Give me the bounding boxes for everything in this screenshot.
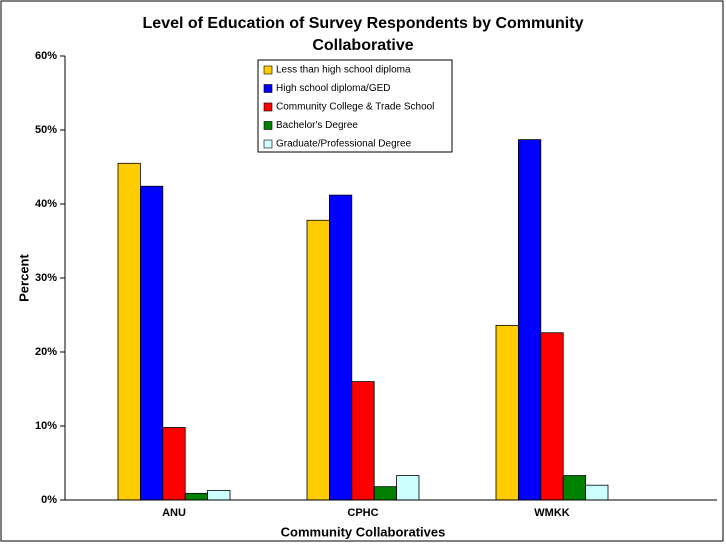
legend-swatch xyxy=(263,139,273,149)
legend-label: High school diploma/GED xyxy=(276,83,391,94)
y-tick-label: 0% xyxy=(41,494,57,506)
bar xyxy=(139,185,164,501)
legend-swatch xyxy=(263,84,273,93)
bar xyxy=(373,486,398,501)
legend-swatch xyxy=(263,121,273,130)
legend-label: Community College & Trade School xyxy=(276,102,434,113)
bar xyxy=(184,492,208,501)
chart-title: Level of Education of Survey Respondents… xyxy=(142,15,584,54)
bar xyxy=(351,381,375,501)
y-tick-label: 20% xyxy=(35,346,57,358)
x-tick-label: WMKK xyxy=(534,507,569,519)
y-tick-label: 10% xyxy=(35,420,57,432)
x-tick-label: CPHC xyxy=(347,507,378,519)
y-tick-label: 30% xyxy=(35,272,57,284)
x-tick-label: ANU xyxy=(162,507,186,519)
legend-swatch xyxy=(263,102,273,112)
y-tick-label: 40% xyxy=(35,198,57,210)
bar xyxy=(328,194,353,501)
bar xyxy=(562,475,587,501)
y-tick-label: 50% xyxy=(35,124,57,136)
x-axis-title: Community Collaboratives xyxy=(281,524,446,539)
legend-label: Graduate/Professional Degree xyxy=(276,139,412,150)
legend-swatch xyxy=(263,65,273,75)
bar xyxy=(117,162,141,501)
bar xyxy=(585,484,609,501)
bar xyxy=(306,219,330,501)
bar xyxy=(540,332,564,501)
bar xyxy=(518,139,542,501)
y-axis-title: Percent xyxy=(16,253,31,301)
y-tick-label: 60% xyxy=(35,50,57,62)
bar xyxy=(396,475,420,501)
bar xyxy=(207,489,231,501)
legend-label: Bachelor's Degree xyxy=(276,120,358,131)
legend-label: Less than high school diploma xyxy=(276,65,411,76)
bar xyxy=(495,324,519,501)
legend-box xyxy=(257,59,453,153)
bar xyxy=(162,427,186,501)
